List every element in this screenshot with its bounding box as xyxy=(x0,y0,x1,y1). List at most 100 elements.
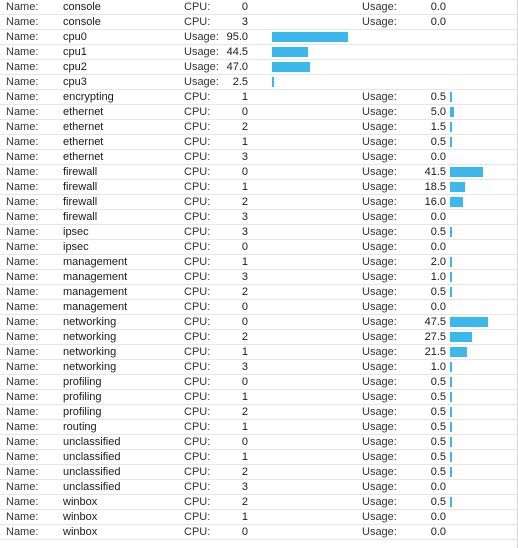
name-label: Name: xyxy=(6,481,39,493)
list-item[interactable]: Name: console CPU: 3 Usage: 0.0 xyxy=(0,15,517,30)
list-item[interactable]: Name: ethernet CPU: 3 Usage: 0.0 xyxy=(0,150,517,165)
list-item[interactable]: Name: cpu1 Usage: 44.5 xyxy=(0,45,517,60)
list-item[interactable]: Name: ipsec CPU: 3 Usage: 0.5 xyxy=(0,225,517,240)
usage-value: 2.5 xyxy=(232,76,248,88)
cpu-index: 2 xyxy=(241,496,248,508)
process-name: unclassified xyxy=(63,436,121,448)
list-item[interactable]: Name: firewall CPU: 2 Usage: 16.0 xyxy=(0,195,517,210)
usage-label: Usage: xyxy=(362,436,397,448)
cpu-label: CPU: xyxy=(184,241,211,253)
process-name: networking xyxy=(63,346,117,358)
usage-value: 0.0 xyxy=(430,241,446,253)
process-name: unclassified xyxy=(63,451,121,463)
usage-value: 0.0 xyxy=(430,301,446,313)
name-label: Name: xyxy=(6,421,39,433)
list-item[interactable]: Name: unclassified CPU: 0 Usage: 0.5 xyxy=(0,435,517,450)
process-name: unclassified xyxy=(63,466,121,478)
name-label: Name: xyxy=(6,361,39,373)
list-item[interactable]: Name: profiling CPU: 0 Usage: 0.5 xyxy=(0,375,517,390)
cpu-label: CPU: xyxy=(184,316,211,328)
name-label: Name: xyxy=(6,181,39,193)
cpu-index: 0 xyxy=(241,526,248,538)
cpu-label: CPU: xyxy=(184,511,211,523)
list-item[interactable]: Name: management CPU: 1 Usage: 2.0 xyxy=(0,255,517,270)
usage-value: 0.5 xyxy=(430,376,446,388)
usage-bar xyxy=(450,272,452,282)
process-name: networking xyxy=(63,316,117,328)
list-item[interactable]: Name: management CPU: 2 Usage: 0.5 xyxy=(0,285,517,300)
usage-value: 0.0 xyxy=(430,526,446,538)
list-item[interactable]: Name: unclassified CPU: 3 Usage: 0.0 xyxy=(0,480,517,495)
cpu-index: 1 xyxy=(241,256,248,268)
process-name: management xyxy=(63,286,128,298)
list-item[interactable]: Name: winbox CPU: 2 Usage: 0.5 xyxy=(0,495,517,510)
list-item[interactable]: Name: firewall CPU: 1 Usage: 18.5 xyxy=(0,180,517,195)
process-name: management xyxy=(63,271,128,283)
list-item[interactable]: Name: ethernet CPU: 2 Usage: 1.5 xyxy=(0,120,517,135)
list-item[interactable]: Name: ipsec CPU: 0 Usage: 0.0 xyxy=(0,240,517,255)
list-item[interactable]: Name: networking CPU: 0 Usage: 47.5 xyxy=(0,315,517,330)
cpu-index: 0 xyxy=(241,1,248,13)
process-name: encrypting xyxy=(63,91,114,103)
list-item[interactable]: Name: ethernet CPU: 0 Usage: 5.0 xyxy=(0,105,517,120)
process-name: winbox xyxy=(63,526,98,538)
name-label: Name: xyxy=(6,301,39,313)
usage-value: 47.5 xyxy=(424,316,446,328)
list-item[interactable]: Name: cpu0 Usage: 95.0 xyxy=(0,30,517,45)
list-item[interactable]: Name: firewall CPU: 3 Usage: 0.0 xyxy=(0,210,517,225)
list-item[interactable]: Name: unclassified CPU: 2 Usage: 0.5 xyxy=(0,465,517,480)
usage-label: Usage: xyxy=(362,316,397,328)
usage-value: 16.0 xyxy=(424,196,446,208)
cpu-label: CPU: xyxy=(184,106,211,118)
list-item[interactable]: Name: unclassified CPU: 1 Usage: 0.5 xyxy=(0,450,517,465)
cpu-label: CPU: xyxy=(184,166,211,178)
cpu-label: CPU: xyxy=(184,226,211,238)
usage-value: 0.0 xyxy=(430,211,446,223)
list-item[interactable]: Name: console CPU: 0 Usage: 0.0 xyxy=(0,0,517,15)
usage-value: 27.5 xyxy=(424,331,446,343)
usage-label: Usage: xyxy=(362,271,397,283)
usage-label: Usage: xyxy=(362,241,397,253)
list-item[interactable]: Name: firewall CPU: 0 Usage: 41.5 xyxy=(0,165,517,180)
cpu-label: CPU: xyxy=(184,256,211,268)
list-item[interactable]: Name: winbox CPU: 1 Usage: 0.0 xyxy=(0,510,517,525)
usage-label: Usage: xyxy=(362,286,397,298)
usage-value: 0.5 xyxy=(430,406,446,418)
process-name: console xyxy=(63,16,101,28)
list-item[interactable]: Name: encrypting CPU: 1 Usage: 0.5 xyxy=(0,90,517,105)
cpu-label: CPU: xyxy=(184,196,211,208)
name-label: Name: xyxy=(6,466,39,478)
cpu-index: 2 xyxy=(241,466,248,478)
usage-bar xyxy=(450,497,452,507)
list-item[interactable]: Name: networking CPU: 2 Usage: 27.5 xyxy=(0,330,517,345)
list-item[interactable]: Name: cpu2 Usage: 47.0 xyxy=(0,60,517,75)
list-item[interactable]: Name: routing CPU: 1 Usage: 0.5 xyxy=(0,420,517,435)
process-name: profiling xyxy=(63,376,102,388)
usage-bar xyxy=(450,287,452,297)
name-label: Name: xyxy=(6,46,39,58)
usage-value: 1.0 xyxy=(430,271,446,283)
cpu-index: 3 xyxy=(241,271,248,283)
list-item[interactable]: Name: management CPU: 3 Usage: 1.0 xyxy=(0,270,517,285)
name-label: Name: xyxy=(6,91,39,103)
cpu-index: 2 xyxy=(241,406,248,418)
usage-label: Usage: xyxy=(362,16,397,28)
list-item[interactable]: Name: profiling CPU: 2 Usage: 0.5 xyxy=(0,405,517,420)
list-item[interactable]: Name: profiling CPU: 1 Usage: 0.5 xyxy=(0,390,517,405)
list-item[interactable]: Name: management CPU: 0 Usage: 0.0 xyxy=(0,300,517,315)
cpu-index: 3 xyxy=(241,361,248,373)
process-name: ipsec xyxy=(63,241,89,253)
list-item[interactable]: Name: winbox CPU: 0 Usage: 0.0 xyxy=(0,525,517,540)
cpu-label: CPU: xyxy=(184,526,211,538)
process-name: ethernet xyxy=(63,106,104,118)
list-item[interactable]: Name: networking CPU: 1 Usage: 21.5 xyxy=(0,345,517,360)
list-item[interactable]: Name: ethernet CPU: 1 Usage: 0.5 xyxy=(0,135,517,150)
cpu-index: 2 xyxy=(241,331,248,343)
list-item[interactable]: Name: cpu3 Usage: 2.5 xyxy=(0,75,517,90)
process-name: management xyxy=(63,301,128,313)
name-label: Name: xyxy=(6,1,39,13)
name-label: Name: xyxy=(6,316,39,328)
usage-value: 44.5 xyxy=(226,46,248,58)
list-item[interactable]: Name: networking CPU: 3 Usage: 1.0 xyxy=(0,360,517,375)
usage-label: Usage: xyxy=(362,181,397,193)
